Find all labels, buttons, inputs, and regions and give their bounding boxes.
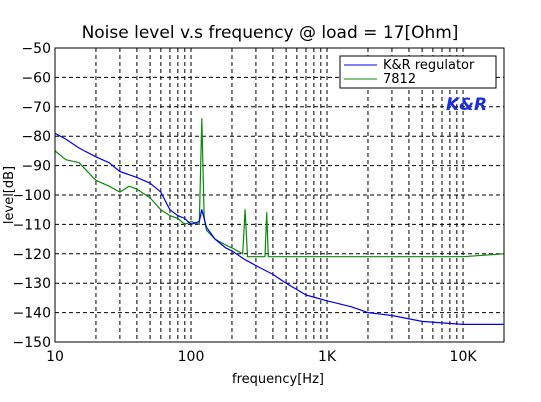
x-tick-label: 10K [450, 349, 478, 365]
series-line-7812 [54, 117, 505, 258]
chart-title: Noise level v.s frequency @ load = 17[Oh… [82, 23, 459, 43]
series-line-kr [54, 132, 504, 325]
y-tick-label: −100 [13, 188, 51, 204]
legend: K&R regulator 7812 [339, 55, 497, 89]
legend-label-7812: 7812 [383, 72, 416, 87]
grid [55, 48, 504, 342]
kr-annotation: K&R [446, 95, 487, 115]
y-tick-label: −140 [13, 306, 51, 322]
y-tick-label: −130 [13, 276, 51, 292]
series-lines [54, 117, 505, 325]
x-tick-label: 1K [318, 349, 337, 365]
y-tick-label: −150 [13, 335, 51, 351]
x-axis-label: frequency[Hz] [232, 372, 324, 387]
y-tick-label: −70 [21, 100, 51, 116]
legend-box [339, 55, 497, 89]
y-tick-label: −50 [21, 41, 51, 57]
x-tick-label: 10 [46, 349, 64, 365]
legend-label-kr: K&R regulator [383, 58, 475, 73]
y-tick-label: −110 [13, 217, 51, 233]
x-tick-label: 100 [178, 349, 205, 365]
y-axis-label: level[dB] [2, 166, 17, 224]
tick-labels: −50−60−70−80−90−100−110−120−130−140−1501… [13, 41, 478, 365]
plot-frame [54, 47, 505, 343]
y-tick-label: −80 [21, 129, 51, 145]
y-tick-label: −60 [21, 70, 51, 86]
y-tick-label: −120 [13, 247, 51, 263]
y-tick-label: −90 [21, 159, 51, 175]
